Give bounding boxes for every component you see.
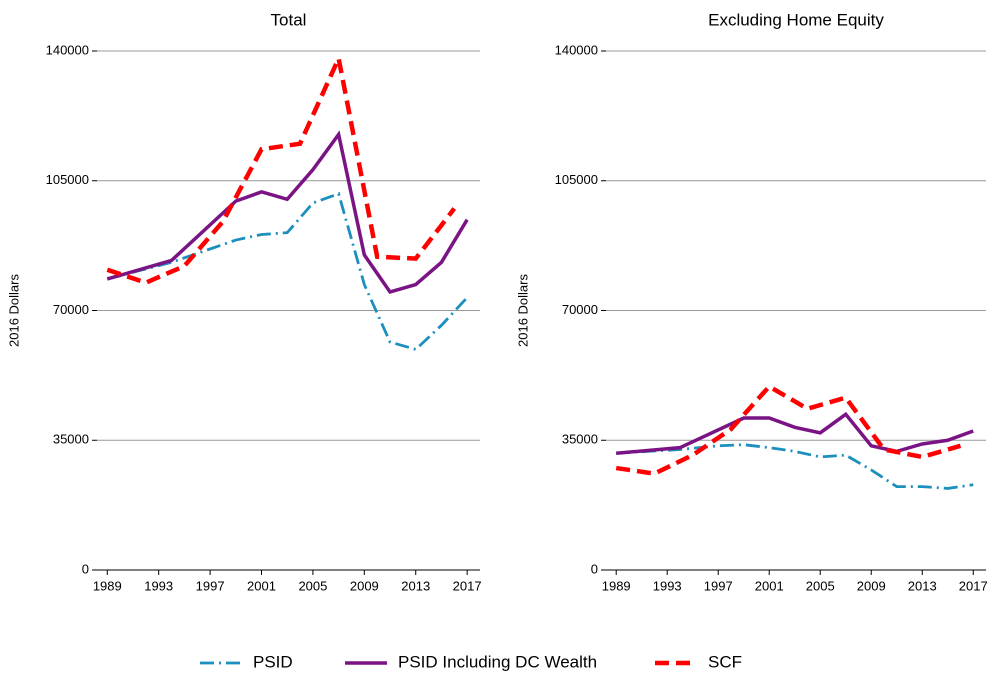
y-tick-label: 140000: [46, 42, 89, 57]
x-tick-label: 2009: [350, 578, 379, 593]
y-tick-label: 70000: [53, 302, 89, 317]
y-axis-label: 2016 Dollars: [6, 274, 21, 347]
data-line: [106, 191, 469, 351]
x-tick-label: 2001: [755, 578, 784, 593]
x-tick-label: 2013: [401, 578, 430, 593]
x-tick-label: 2009: [857, 578, 886, 593]
legend-label: SCF: [708, 652, 742, 671]
data-line: [106, 130, 469, 294]
x-tick-label: 1997: [196, 578, 225, 593]
y-tick-label: 35000: [562, 432, 598, 447]
x-tick-label: 1989: [602, 578, 631, 593]
y-tick-label: 105000: [46, 172, 89, 187]
legend-label: PSID: [253, 652, 293, 671]
x-tick-label: 1989: [93, 578, 122, 593]
y-tick-label: 0: [591, 561, 598, 576]
data-line: [106, 51, 457, 286]
x-tick-label: 2005: [298, 578, 327, 593]
y-tick-label: 0: [82, 561, 89, 576]
y-tick-label: 105000: [555, 172, 598, 187]
y-axis-label: 2016 Dollars: [515, 274, 530, 347]
data-line: [615, 383, 962, 476]
x-tick-label: 2017: [453, 578, 482, 593]
x-tick-label: 2005: [806, 578, 835, 593]
y-tick-label: 35000: [53, 432, 89, 447]
chart-title: Excluding Home Equity: [708, 10, 884, 29]
data-line: [616, 411, 974, 455]
x-tick-label: 2013: [908, 578, 937, 593]
legend-label: PSID Including DC Wealth: [398, 652, 597, 671]
y-tick-label: 140000: [555, 42, 598, 57]
x-tick-label: 2001: [247, 578, 276, 593]
x-tick-label: 1993: [653, 578, 682, 593]
data-line: [616, 443, 974, 490]
x-tick-label: 1997: [704, 578, 733, 593]
x-tick-label: 2017: [959, 578, 988, 593]
x-tick-label: 1993: [144, 578, 173, 593]
y-tick-label: 70000: [562, 302, 598, 317]
chart-title: Total: [271, 10, 307, 29]
